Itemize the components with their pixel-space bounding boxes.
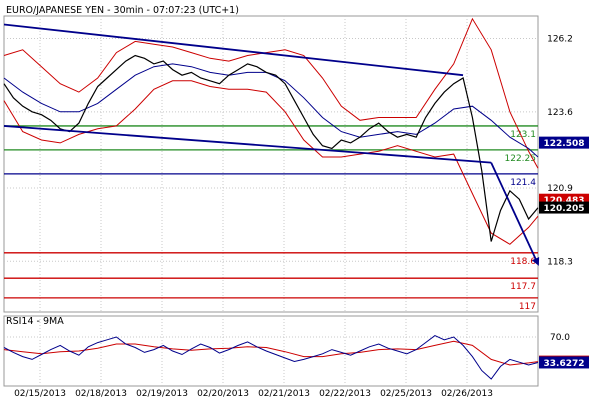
chart-title: EURO/JAPANESE YEN - 30min - 07:07:23 (UT… [6,5,239,16]
date-tick-label: 02/22/2013 [319,389,371,399]
bollinger-upper-line [3,17,539,169]
trendline [3,125,492,164]
date-tick-label: 02/15/2013 [14,389,66,399]
date-tick-label: 02/18/2013 [75,389,127,399]
moving-average-line [3,63,539,158]
rsi-panel [3,315,539,387]
level-label: 123.1 [510,130,536,140]
price-badge-label: 120.205 [544,204,585,214]
level-label: 118.6 [510,257,536,267]
rsi-ma-line [3,340,539,366]
axes: 126.2 123.6 120.9 118.3 122.508 120.483120.20… [14,35,589,399]
price-line [3,54,539,242]
rsi-badge-label: 33.6272 [544,359,585,369]
level-label: 117 [519,302,536,312]
level-label: 122.25 [505,154,537,164]
bollinger-lower-line [3,80,539,245]
date-tick-label: 02/25/2013 [380,389,432,399]
price-tick-label: 126.2 [547,35,573,45]
date-tick-label: 02/19/2013 [136,389,188,399]
rsi-tick-label: 70.0 [550,333,570,343]
rsi-panel-frame [3,315,539,387]
trendline [490,162,540,266]
date-tick-label: 02/26/2013 [441,389,493,399]
price-tick-label: 123.6 [547,108,573,118]
price-tick-label: 118.3 [547,257,573,267]
price-badge-label: 122.508 [544,139,585,149]
rsi-line [3,335,539,380]
date-tick-label: 02/21/2013 [258,389,310,399]
price-badge [539,136,589,149]
price-panel-frame [3,15,539,313]
level-label: 117.7 [510,282,536,292]
date-tick-label: 02/20/2013 [197,389,249,399]
rsi-badge [539,356,589,369]
price-panel: 123.1 122.25 121.4 118.6 117.7 117 [3,15,540,313]
price-tick-label: 120.9 [547,184,573,194]
price-badge [539,201,589,214]
price-badge-label: 120.483 [544,196,585,206]
trendline [3,23,464,77]
rsi-panel-label: RSI14 - 9MA [6,316,64,327]
level-label: 121.4 [510,178,536,188]
